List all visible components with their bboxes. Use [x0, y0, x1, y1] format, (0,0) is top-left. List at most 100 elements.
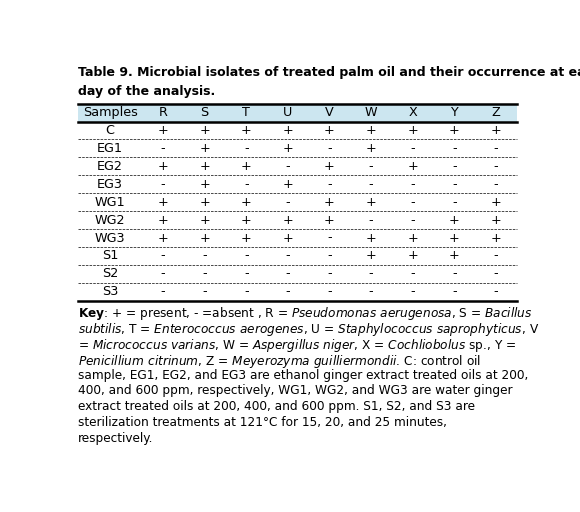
Text: -: - — [410, 196, 415, 209]
Text: Table 9. Microbial isolates of treated palm oil and their occurrence at each: Table 9. Microbial isolates of treated p… — [78, 66, 580, 79]
Text: -: - — [327, 249, 332, 263]
Text: +: + — [449, 231, 459, 245]
Text: -: - — [327, 178, 332, 191]
Text: 400, and 600 ppm, respectively, WG1, WG2, and WG3 are water ginger: 400, and 600 ppm, respectively, WG1, WG2… — [78, 385, 512, 397]
Text: -: - — [285, 267, 290, 281]
Text: +: + — [449, 249, 459, 263]
Text: Y: Y — [450, 106, 458, 119]
Text: +: + — [324, 196, 335, 209]
Text: +: + — [241, 214, 252, 227]
Text: U: U — [283, 106, 292, 119]
Text: X: X — [408, 106, 417, 119]
Text: +: + — [365, 249, 376, 263]
Text: -: - — [452, 160, 456, 173]
Text: R: R — [159, 106, 168, 119]
FancyBboxPatch shape — [78, 103, 517, 121]
Text: = $\mathit{Micrococcus\ varians}$, W = $\mathit{Aspergillus\ niger}$, X = $\math: = $\mathit{Micrococcus\ varians}$, W = $… — [78, 337, 516, 354]
Text: -: - — [161, 249, 165, 263]
Text: +: + — [158, 196, 169, 209]
Text: -: - — [327, 142, 332, 155]
Text: +: + — [407, 124, 418, 137]
Text: +: + — [200, 231, 210, 245]
Text: -: - — [285, 196, 290, 209]
Text: -: - — [410, 142, 415, 155]
Text: -: - — [285, 160, 290, 173]
Text: -: - — [285, 249, 290, 263]
Text: +: + — [200, 142, 210, 155]
Text: -: - — [327, 267, 332, 281]
Text: +: + — [158, 231, 169, 245]
Text: +: + — [407, 231, 418, 245]
Text: -: - — [369, 267, 374, 281]
Text: +: + — [282, 214, 293, 227]
Text: +: + — [282, 124, 293, 137]
Text: +: + — [282, 231, 293, 245]
Text: S2: S2 — [102, 267, 118, 281]
Text: -: - — [452, 196, 456, 209]
Text: +: + — [282, 178, 293, 191]
Text: -: - — [452, 178, 456, 191]
Text: +: + — [407, 160, 418, 173]
Text: +: + — [200, 214, 210, 227]
Text: -: - — [285, 285, 290, 298]
Text: -: - — [369, 285, 374, 298]
Text: +: + — [200, 160, 210, 173]
Text: +: + — [491, 124, 501, 137]
Text: S3: S3 — [102, 285, 118, 298]
Text: EG2: EG2 — [97, 160, 123, 173]
Text: -: - — [494, 249, 498, 263]
Text: EG1: EG1 — [97, 142, 123, 155]
Text: -: - — [494, 142, 498, 155]
Text: S1: S1 — [102, 249, 118, 263]
Text: -: - — [244, 178, 249, 191]
Text: -: - — [410, 178, 415, 191]
Text: +: + — [407, 249, 418, 263]
Text: -: - — [202, 267, 207, 281]
Text: -: - — [161, 267, 165, 281]
Text: -: - — [494, 178, 498, 191]
Text: -: - — [369, 178, 374, 191]
Text: +: + — [241, 231, 252, 245]
Text: extract treated oils at 200, 400, and 600 ppm. S1, S2, and S3 are: extract treated oils at 200, 400, and 60… — [78, 400, 475, 413]
Text: +: + — [491, 196, 501, 209]
Text: +: + — [365, 142, 376, 155]
Text: Z: Z — [491, 106, 501, 119]
Text: -: - — [202, 285, 207, 298]
Text: T: T — [242, 106, 250, 119]
Text: +: + — [449, 214, 459, 227]
Text: +: + — [200, 196, 210, 209]
Text: -: - — [327, 285, 332, 298]
Text: -: - — [244, 285, 249, 298]
Text: +: + — [365, 124, 376, 137]
Text: S: S — [201, 106, 209, 119]
Text: +: + — [200, 178, 210, 191]
Text: -: - — [369, 160, 374, 173]
Text: +: + — [241, 124, 252, 137]
Text: +: + — [365, 231, 376, 245]
Text: respectively.: respectively. — [78, 432, 153, 444]
Text: $\mathit{Penicillium\ citrinum}$, Z = $\mathit{Meyerozyma\ guilliermondii}$. C: : $\mathit{Penicillium\ citrinum}$, Z = $\… — [78, 353, 481, 370]
Text: sample, EG1, EG2, and EG3 are ethanol ginger extract treated oils at 200,: sample, EG1, EG2, and EG3 are ethanol gi… — [78, 369, 528, 381]
Text: -: - — [410, 214, 415, 227]
Text: +: + — [241, 196, 252, 209]
Text: -: - — [452, 142, 456, 155]
Text: V: V — [325, 106, 334, 119]
Text: -: - — [494, 160, 498, 173]
Text: +: + — [324, 124, 335, 137]
Text: $\mathbf{Key}$: + = present, - =absent , R = $\mathit{Pseudomonas\ aerugenosa}$,: $\mathbf{Key}$: + = present, - =absent ,… — [78, 306, 532, 323]
Text: +: + — [449, 124, 459, 137]
Text: Samples: Samples — [83, 106, 137, 119]
Text: -: - — [161, 142, 165, 155]
Text: -: - — [410, 267, 415, 281]
Text: day of the analysis.: day of the analysis. — [78, 85, 215, 98]
Text: +: + — [365, 196, 376, 209]
Text: $\mathit{subtilis}$, T = $\mathit{Enterococcus\ aerogenes}$, U = $\mathit{Staphy: $\mathit{subtilis}$, T = $\mathit{Entero… — [78, 321, 539, 338]
Text: sterilization treatments at 121°C for 15, 20, and 25 minutes,: sterilization treatments at 121°C for 15… — [78, 416, 447, 429]
Text: +: + — [158, 160, 169, 173]
Text: +: + — [158, 214, 169, 227]
Text: W: W — [365, 106, 378, 119]
Text: +: + — [324, 214, 335, 227]
Text: -: - — [494, 285, 498, 298]
Text: C: C — [106, 124, 115, 137]
Text: -: - — [452, 285, 456, 298]
